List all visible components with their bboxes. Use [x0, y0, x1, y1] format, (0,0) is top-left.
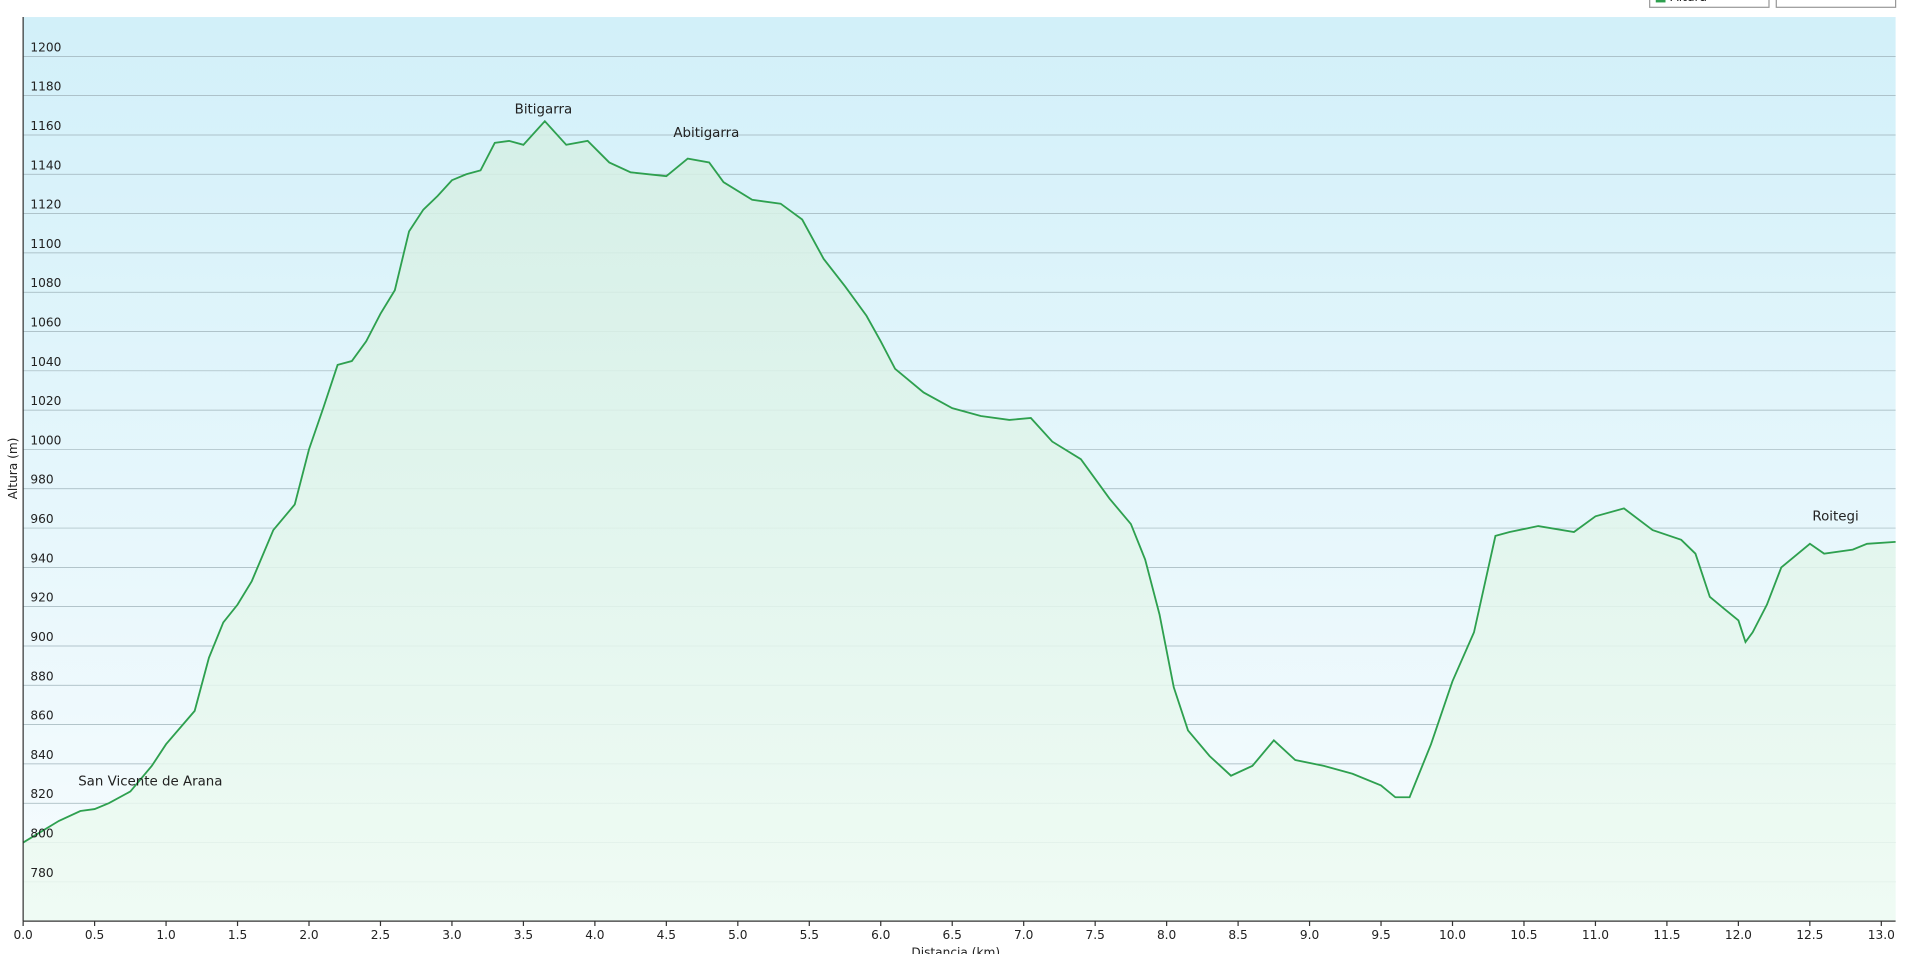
- annotation: Abitigarra: [673, 126, 739, 141]
- x-tick-label: 9.0: [1300, 928, 1319, 942]
- x-tick-label: 7.0: [1014, 928, 1033, 942]
- x-tick-label: 3.5: [514, 928, 533, 942]
- x-tick-label: 1.0: [156, 928, 175, 942]
- y-tick-label: 1100: [30, 237, 61, 251]
- y-tick-label: 780: [30, 866, 53, 880]
- x-tick-label: 7.5: [1085, 928, 1104, 942]
- y-tick-label: 1140: [30, 158, 61, 172]
- y-tick-label: 940: [30, 551, 53, 565]
- legend-swatch: [1655, 0, 1666, 3]
- x-tick-label: 5.5: [800, 928, 819, 942]
- x-tick-label: 12.5: [1796, 928, 1823, 942]
- x-tick-label: 3.0: [442, 928, 461, 942]
- x-tick-label: 8.5: [1228, 928, 1247, 942]
- x-tick-label: 1.5: [228, 928, 247, 942]
- annotation: Bitigarra: [515, 102, 573, 117]
- y-tick-label: 900: [30, 630, 53, 644]
- y-tick-label: 1080: [30, 276, 61, 290]
- y-tick-label: 1160: [30, 119, 61, 133]
- y-tick-label: 820: [30, 787, 53, 801]
- y-tick-label: 1000: [30, 433, 61, 447]
- line: [22, 119, 1896, 844]
- annotation: San Vicente de Arana: [78, 775, 222, 790]
- x-tick-label: 10.5: [1510, 928, 1537, 942]
- x-axis-label: Distancia (km): [911, 945, 1000, 954]
- y-tick-label: 1040: [30, 355, 61, 369]
- x-tick-label: 11.0: [1582, 928, 1609, 942]
- x-tick-label: 8.0: [1157, 928, 1176, 942]
- x-tick-label: 2.0: [299, 928, 318, 942]
- dropdown[interactable]: [1775, 0, 1897, 8]
- x-tick-label: 4.0: [585, 928, 604, 942]
- x-tick-label: 6.5: [943, 928, 962, 942]
- y-tick-label: 1060: [30, 315, 61, 329]
- y-axis-label: Altura (m): [6, 438, 20, 500]
- x-tick-label: 11.5: [1653, 928, 1680, 942]
- y-tick-label: 800: [30, 827, 53, 841]
- y-tick-label: 1120: [30, 198, 61, 212]
- x-tick-label: 6.0: [871, 928, 890, 942]
- x-tick-label: 4.5: [657, 928, 676, 942]
- x-tick-label: 10.0: [1439, 928, 1466, 942]
- legend-box: [1649, 0, 1770, 8]
- y-tick-label: 980: [30, 473, 53, 487]
- legend-label: Altura: [1670, 0, 1707, 4]
- x-tick-label: 9.5: [1371, 928, 1390, 942]
- area: [23, 121, 1896, 922]
- y-tick-label: 1180: [30, 80, 61, 94]
- annotation: Roitegi: [1812, 509, 1858, 524]
- y-tick-label: 960: [30, 512, 53, 526]
- y-tick-label: 1200: [30, 40, 61, 54]
- y-tick-label: 1020: [30, 394, 61, 408]
- x-tick-label: 5.0: [728, 928, 747, 942]
- x-tick-label: 13.0: [1868, 928, 1895, 942]
- y-tick-label: 920: [30, 591, 53, 605]
- y-tick-label: 880: [30, 669, 53, 683]
- y-tick-label: 860: [30, 709, 53, 723]
- y-tick-label: 840: [30, 748, 53, 762]
- x-tick-label: 2.5: [371, 928, 390, 942]
- x-tick-label: 0.5: [85, 928, 104, 942]
- x-tick-label: 12.0: [1725, 928, 1752, 942]
- x-tick-label: 0.0: [13, 928, 32, 942]
